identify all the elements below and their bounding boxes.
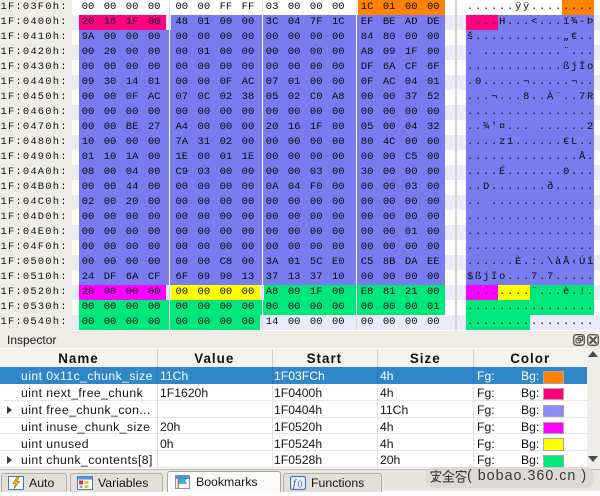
svg-text:f: f <box>293 479 297 490</box>
svg-text:(): () <box>298 479 303 488</box>
